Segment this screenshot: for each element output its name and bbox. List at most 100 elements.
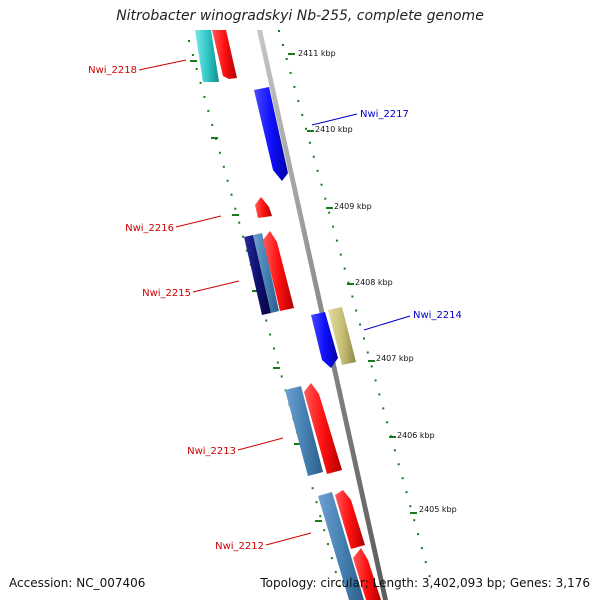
ruler-major-tick xyxy=(326,207,333,209)
leader-line xyxy=(138,59,187,71)
ruler-dot xyxy=(363,337,365,340)
gene-arrow[interactable] xyxy=(255,197,272,218)
ruler-dot xyxy=(276,361,279,364)
leader-line xyxy=(237,437,284,451)
ruler-dot xyxy=(319,515,322,518)
ruler-major-tick xyxy=(307,130,314,132)
gene-arrow[interactable] xyxy=(353,548,381,600)
leader-line xyxy=(192,280,240,293)
gene-arrow[interactable] xyxy=(335,490,365,549)
ruler-dot xyxy=(405,491,408,494)
ruler-dot xyxy=(230,193,233,196)
gene-nwi-2213[interactable] xyxy=(285,383,342,476)
ruler-dot xyxy=(203,95,206,98)
gene-track xyxy=(195,30,381,600)
genome-title: Nitrobacter winogradskyi Nb-255, complet… xyxy=(116,8,484,24)
gene-arrow[interactable] xyxy=(263,231,294,311)
ruler-dot xyxy=(401,477,404,480)
ruler-dot xyxy=(332,225,335,228)
ruler-dot xyxy=(188,40,190,42)
ruler-dot xyxy=(382,407,385,410)
gene-label-nwi-2212[interactable]: Nwi_2212 xyxy=(215,541,264,552)
ruler-dot xyxy=(315,501,318,504)
ruler-dot xyxy=(280,375,283,378)
gene-labels: Nwi_2218 Nwi_2217 Nwi_2216 Nwi_2215 Nwi_… xyxy=(88,65,462,552)
ruler-dot xyxy=(311,487,314,490)
gene-arrow[interactable] xyxy=(212,30,237,79)
ruler-dot xyxy=(301,113,304,116)
genome-summary-text: Topology: circular; Length: 3,402,093 bp… xyxy=(260,576,590,590)
ruler-dot xyxy=(366,351,369,354)
gene-nwi-2212[interactable] xyxy=(318,490,381,600)
gene-label-nwi-2214[interactable]: Nwi_2214 xyxy=(413,310,462,321)
ruler-dot xyxy=(238,221,241,224)
gene-arrow[interactable] xyxy=(195,30,219,82)
ruler-dot xyxy=(222,165,225,168)
gene-label-nwi-2216[interactable]: Nwi_2216 xyxy=(125,223,174,234)
kbp-ruler-labels: 2411 kbp 2410 kbp 2409 kbp 2408 kbp 2407… xyxy=(298,49,457,514)
gene-label-nwi-2217[interactable]: Nwi_2217 xyxy=(360,109,409,120)
accession-text: Accession: NC_007406 xyxy=(9,576,146,590)
gene-nwi-2218[interactable] xyxy=(195,30,237,82)
gene-arrow[interactable] xyxy=(285,386,323,476)
ruler-major-tick xyxy=(273,367,280,369)
gene-nwi-2215[interactable] xyxy=(244,231,294,315)
ruler-dot xyxy=(330,557,333,560)
kbp-label: 2409 kbp xyxy=(334,202,372,211)
ruler-major-tick xyxy=(232,214,239,216)
ruler-dot xyxy=(343,267,346,270)
ruler-dot xyxy=(269,333,272,336)
ruler-dot xyxy=(338,585,341,588)
ruler-dot xyxy=(370,365,373,368)
ruler-dot xyxy=(293,85,296,88)
gene-nwi-2216[interactable] xyxy=(255,197,272,218)
leader-line xyxy=(265,532,312,546)
ruler-major-tick xyxy=(190,60,197,62)
gene-arrow[interactable] xyxy=(328,307,356,365)
ruler-dot xyxy=(324,197,327,200)
gene-arrow[interactable] xyxy=(304,383,342,474)
gene-nwi-2214[interactable] xyxy=(311,307,356,368)
ruler-dot xyxy=(207,109,210,112)
gene-nwi-2217[interactable] xyxy=(254,87,288,181)
ruler-dot xyxy=(316,169,319,172)
ruler-dot xyxy=(409,505,412,508)
ruler-major-tick xyxy=(288,53,295,55)
ruler-dot xyxy=(355,309,358,312)
kbp-label: 2405 kbp xyxy=(419,505,457,514)
gene-label-nwi-2218[interactable]: Nwi_2218 xyxy=(88,65,137,76)
ruler-dot xyxy=(339,253,342,256)
ruler-dot xyxy=(420,547,423,550)
gene-arrow[interactable] xyxy=(318,492,364,600)
ruler-dot xyxy=(218,151,221,154)
gene-arrow[interactable] xyxy=(253,233,279,313)
gene-arrow[interactable] xyxy=(311,312,338,368)
kbp-label: 2406 kbp xyxy=(397,431,435,440)
ruler-dot xyxy=(351,295,354,298)
ruler-dot xyxy=(347,281,350,284)
ruler-dot xyxy=(211,123,214,126)
gene-arrow[interactable] xyxy=(254,87,288,181)
leader-line xyxy=(175,215,222,228)
leader-line xyxy=(311,113,358,126)
ruler-dot xyxy=(320,183,323,186)
gene-arrow[interactable] xyxy=(244,235,271,315)
ruler-dot xyxy=(191,54,194,56)
ruler-dot xyxy=(234,207,237,210)
ruler-dot xyxy=(285,58,288,60)
ruler-dot xyxy=(327,543,329,546)
kbp-label: 2408 kbp xyxy=(355,278,393,287)
ruler-dot xyxy=(281,44,284,46)
leader-line xyxy=(363,315,411,331)
ruler-dot xyxy=(289,71,292,74)
ruler-dot xyxy=(242,235,245,238)
ruler-dot xyxy=(378,393,381,396)
ruler-dot xyxy=(226,179,229,182)
ruler-dot xyxy=(278,30,280,32)
gene-label-nwi-2213[interactable]: Nwi_2213 xyxy=(187,446,236,457)
ruler-dot xyxy=(335,239,338,242)
ruler-dot xyxy=(386,421,389,424)
gene-label-nwi-2215[interactable]: Nwi_2215 xyxy=(142,288,191,299)
ruler-dot xyxy=(413,519,416,522)
